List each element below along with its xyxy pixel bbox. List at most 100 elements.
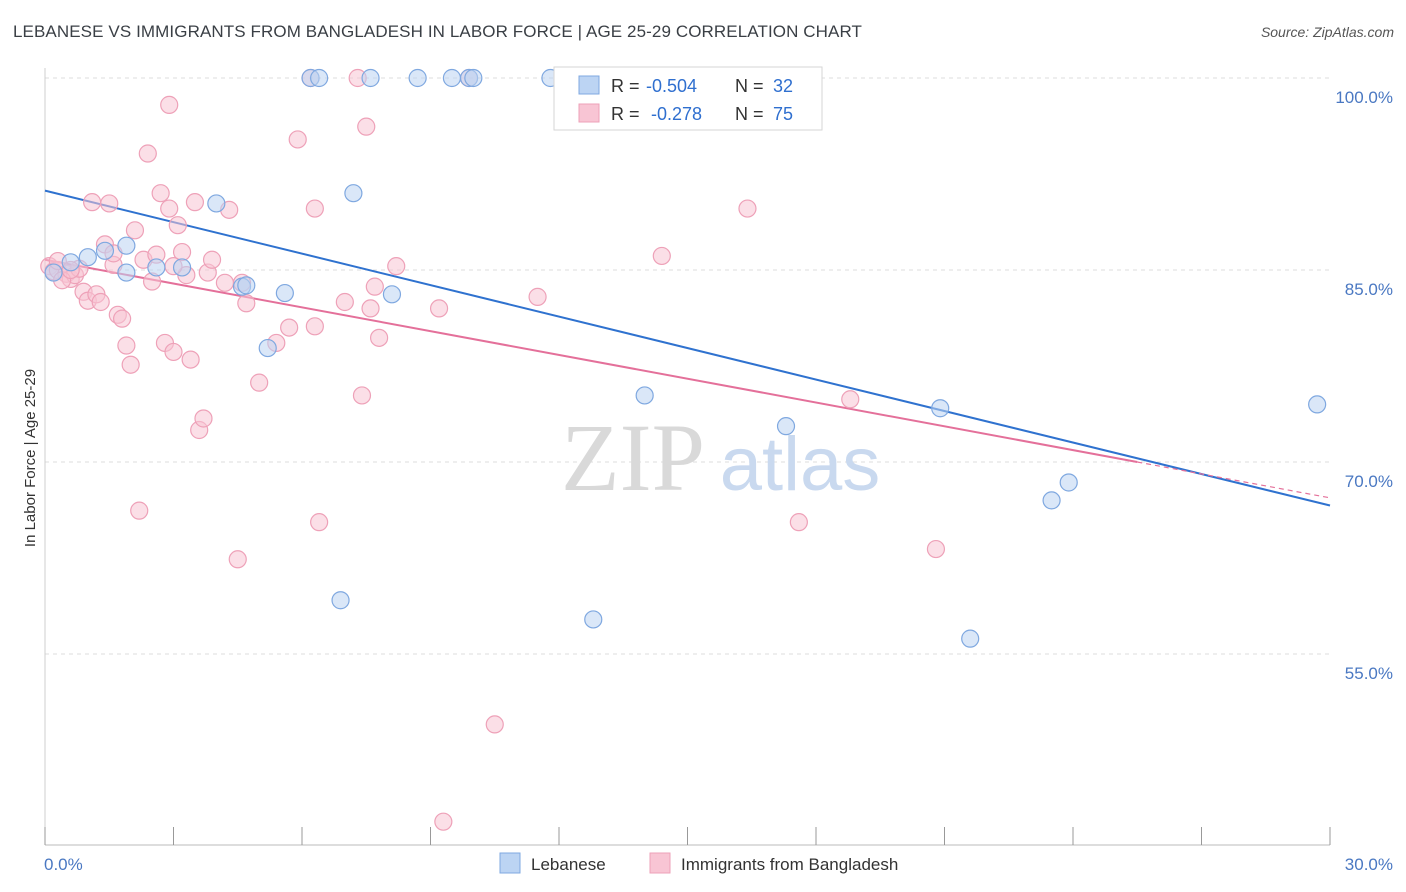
legend-r-value-1: -0.504 — [646, 76, 697, 96]
point-bangladesh — [121, 355, 140, 374]
series-legend: Lebanese Immigrants from Bangladesh — [499, 852, 898, 874]
x-tick-label: 30.0% — [1345, 855, 1393, 874]
point-lebanese — [61, 253, 80, 272]
series-label-bangladesh: Immigrants from Bangladesh — [681, 855, 898, 874]
point-bangladesh — [168, 216, 187, 235]
source-label: Source: ZipAtlas.com — [1260, 24, 1394, 40]
point-bangladesh — [151, 184, 170, 203]
point-lebanese — [172, 258, 192, 277]
point-bangladesh — [365, 277, 384, 296]
point-lebanese — [331, 591, 350, 610]
point-bangladesh — [215, 273, 234, 292]
point-lebanese — [95, 241, 115, 260]
point-bangladesh — [305, 317, 324, 336]
legend-swatch-lebanese — [578, 75, 600, 95]
legend-n-value-2: 75 — [773, 104, 793, 124]
point-bangladesh — [305, 199, 324, 218]
point-bangladesh — [237, 294, 256, 313]
watermark-zip: ZIP — [561, 404, 705, 511]
point-lebanese — [258, 338, 277, 358]
point-lebanese — [344, 184, 363, 203]
point-bangladesh — [926, 539, 946, 559]
y-tick-label: 70.0% — [1345, 472, 1393, 491]
point-bangladesh — [181, 350, 200, 369]
point-bangladesh — [280, 318, 299, 337]
point-bangladesh — [112, 309, 132, 328]
point-lebanese — [584, 610, 603, 629]
point-lebanese — [44, 263, 63, 282]
point-lebanese — [776, 417, 796, 436]
point-bangladesh — [91, 292, 110, 312]
legend-n-label-1: N = — [735, 76, 764, 96]
legend-r-label-2: R = — [611, 104, 640, 124]
watermark: ZIP atlas — [561, 404, 880, 511]
point-lebanese — [78, 248, 97, 267]
point-lebanese — [117, 263, 136, 282]
trend-line-bangladesh — [44, 258, 1138, 463]
point-bangladesh — [125, 221, 145, 240]
point-lebanese — [1042, 491, 1061, 510]
point-bangladesh — [160, 199, 179, 218]
x-tick-label: 0.0% — [44, 855, 83, 874]
point-lebanese — [382, 285, 402, 304]
data-points — [40, 68, 1327, 831]
point-bangladesh — [83, 193, 102, 212]
point-bangladesh — [370, 328, 389, 347]
point-bangladesh — [652, 246, 671, 266]
point-lebanese — [442, 68, 462, 88]
point-bangladesh — [228, 550, 247, 569]
point-bangladesh — [357, 117, 376, 136]
point-bangladesh — [528, 287, 547, 306]
point-bangladesh — [185, 193, 205, 212]
point-bangladesh — [250, 373, 269, 392]
point-bangladesh — [194, 409, 213, 428]
axes: 55.0% 70.0% 85.0% 100.0% 0.0% 30.0% — [44, 68, 1393, 874]
y-tick-label: 100.0% — [1335, 88, 1393, 107]
point-lebanese — [237, 276, 256, 295]
point-lebanese — [147, 258, 166, 277]
point-lebanese — [275, 283, 294, 303]
chart-title: LEBANESE VS IMMIGRANTS FROM BANGLADESH I… — [13, 22, 863, 41]
legend-n-value-1: 32 — [773, 76, 793, 96]
point-lebanese — [207, 194, 226, 213]
point-lebanese — [635, 386, 654, 405]
watermark-atlas: atlas — [720, 422, 881, 507]
point-bangladesh — [361, 299, 380, 318]
point-bangladesh — [789, 513, 808, 532]
point-lebanese — [931, 399, 950, 418]
point-bangladesh — [117, 336, 136, 355]
point-lebanese — [961, 629, 980, 648]
point-bangladesh — [160, 95, 179, 114]
correlation-legend: R = -0.504 N = 32 R = -0.278 N = 75 — [553, 66, 823, 131]
point-lebanese — [408, 68, 427, 88]
series-swatch-bangladesh — [649, 852, 671, 874]
y-tick-label: 85.0% — [1345, 280, 1393, 299]
point-bangladesh — [310, 513, 329, 532]
point-lebanese — [1059, 473, 1078, 492]
trend-line-bangladesh-extrapolated — [1137, 461, 1331, 499]
point-bangladesh — [130, 501, 149, 520]
point-bangladesh — [434, 812, 453, 831]
point-bangladesh — [429, 299, 449, 318]
point-lebanese — [310, 68, 329, 88]
legend-swatch-bangladesh — [578, 103, 600, 123]
point-bangladesh — [485, 715, 504, 734]
series-label-lebanese: Lebanese — [531, 855, 606, 874]
point-bangladesh — [841, 390, 860, 409]
trend-lines — [44, 189, 1331, 507]
point-bangladesh — [387, 257, 406, 276]
trend-line-lebanese — [44, 189, 1331, 507]
point-lebanese — [1308, 395, 1327, 414]
point-bangladesh — [100, 194, 119, 213]
point-bangladesh — [288, 130, 307, 149]
y-axis-label: In Labor Force | Age 25-29 — [22, 369, 39, 547]
point-bangladesh — [352, 386, 372, 405]
point-bangladesh — [202, 250, 222, 269]
y-tick-label: 55.0% — [1345, 664, 1393, 683]
legend-n-label-2: N = — [735, 104, 764, 124]
point-bangladesh — [138, 144, 157, 163]
point-lebanese — [117, 236, 136, 255]
legend-r-label-1: R = — [611, 76, 640, 96]
series-swatch-lebanese — [499, 852, 521, 874]
